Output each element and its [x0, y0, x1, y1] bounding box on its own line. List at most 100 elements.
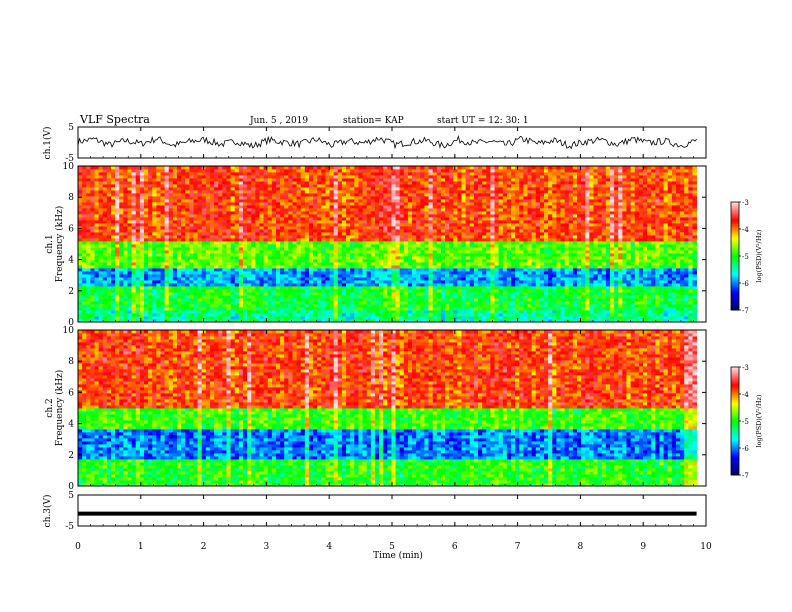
ch1-spectrogram-cell [556, 241, 561, 245]
ch1-spectrogram-cell [399, 307, 405, 311]
ch1-spectrogram-cell [300, 256, 306, 260]
ch1-spectrogram-cell [684, 280, 689, 284]
ch1-spectrogram-cell [539, 286, 545, 290]
ch1-spectrogram-cell [407, 316, 413, 320]
ch1-spectrogram-cell [647, 253, 652, 257]
ch1-spectrogram-cell [638, 223, 644, 227]
ch1-spectrogram-cell [251, 307, 256, 311]
ch1-spectrogram-cell [436, 247, 442, 251]
ch1-spectrogram-cell [564, 277, 570, 281]
ch1-spectrogram-cell [622, 307, 627, 311]
ch1-spectrogram-cell [428, 289, 434, 293]
ch1-spectrogram-cell [346, 259, 351, 263]
ch1-spectrogram-cell [98, 304, 104, 308]
ch1-spectrogram-cell [511, 283, 516, 287]
ch1-spectrogram-cell [98, 223, 104, 227]
ch1-spectrogram-cell [544, 286, 549, 290]
ch1-spectrogram-cell [143, 262, 149, 266]
ch1-spectrogram-cell [110, 232, 116, 236]
ch1-spectrogram-cell [102, 298, 108, 302]
ch1-spectrogram-cell [317, 250, 322, 254]
ch1-spectrogram-cell [354, 256, 359, 260]
ch1-voltage-ytick-label: -5 [65, 154, 74, 164]
ch1-spectrogram-cell [168, 262, 174, 266]
ch1-spectrogram-cell [576, 268, 582, 272]
ch1-spectrogram-cell [515, 286, 520, 290]
ch1-spectrogram-cell [308, 301, 314, 305]
ch1-spectrogram-cell [106, 295, 112, 299]
ch1-spectrogram-cell [473, 232, 479, 236]
ch1-spectrogram-cell [544, 238, 549, 242]
ch1-spectrogram-cell [395, 241, 401, 245]
ch1-spectrogram-cell [362, 304, 368, 308]
ch1-spectrogram-cell [647, 235, 652, 239]
ch1-spectrogram-cell [234, 307, 240, 311]
ch1-spectrogram-cell [634, 286, 640, 290]
ch1-spectrogram-cell [568, 304, 574, 308]
ch1-spectrogram-cell [568, 244, 574, 248]
ch1-spectrogram-cell [432, 316, 438, 320]
ch1-spectrogram-cell [102, 265, 108, 269]
ch1-spectrogram-cell [576, 244, 582, 248]
ch1-spectrogram-cell [605, 289, 611, 293]
ch1-spectrogram-cell [148, 262, 153, 266]
ch1-spectrogram-cell [659, 253, 664, 257]
ch1-spectrogram-cell [267, 244, 273, 248]
ch1-spectrogram-cell [630, 310, 636, 314]
ch1-spectrogram-cell [544, 271, 549, 275]
ch1-spectrogram-cell [152, 295, 157, 299]
ch1-spectrogram-cell [494, 250, 500, 254]
ch1-spectrogram-cell [531, 235, 537, 239]
ch1-spectrogram-cell [156, 241, 161, 245]
ch1-spectrogram-cell [82, 307, 87, 311]
ch1-spectrogram-cell [139, 220, 145, 224]
ch1-spectrogram-cell [329, 277, 335, 281]
ch1-spectrogram-cell [226, 250, 231, 254]
ch1-spectrogram-cell [622, 268, 627, 272]
ch1-spectrogram-cell [395, 259, 401, 263]
ch1-spectrogram-cell [346, 319, 351, 323]
ch1-spectrogram-cell [680, 295, 685, 299]
ch1-spectrogram-cell [675, 241, 681, 245]
ch1-spectrogram-cell [387, 226, 392, 230]
ch1-spectrogram-cell [432, 277, 438, 281]
ch1-spectrogram-cell [288, 253, 293, 257]
ch1-spectrogram-cell [176, 319, 182, 323]
ch1-spectrogram-cell [156, 250, 161, 254]
ch1-spectrogram-cell [251, 244, 256, 248]
ch1-spectrogram-cell [527, 286, 533, 290]
ch1-spectrogram-cell [333, 283, 339, 287]
ch1-spectrogram-cell [86, 253, 91, 257]
ch1-spectrogram-cell [428, 259, 434, 263]
ch1-spectrogram-cell [90, 247, 95, 251]
ch1-spectrogram-cell [461, 313, 467, 317]
ch1-spectrogram-cell [156, 253, 161, 257]
ch1-spectrogram-cell [127, 310, 133, 314]
ch1-spectrogram-cell [317, 286, 322, 290]
ch1-spectrogram-cell [226, 301, 231, 305]
ch1-spectrogram-cell [399, 241, 405, 245]
ch1-spectrogram-cell [350, 310, 355, 314]
ch1-spectrogram-cell [539, 253, 545, 257]
ch1-spectrogram-cell [218, 235, 223, 239]
ch1-spectrogram-cell [535, 307, 541, 311]
ch1-spectrogram-cell [449, 259, 454, 263]
ch1-spectrogram-cell [271, 316, 277, 320]
ch1-spectrogram-cell [560, 286, 566, 290]
ch1-spectrogram-cell [663, 277, 669, 281]
ch1-spectrogram-cell [226, 304, 231, 308]
ch1-spectrogram-cell [226, 238, 231, 242]
ch1-spectrogram-cell [296, 238, 302, 242]
ch1-spectrogram-cell [271, 292, 277, 296]
ch1-spectrogram-cell [618, 277, 623, 281]
ch1-spectrogram-cell [181, 241, 186, 245]
ch1-spectrogram-cell [209, 238, 215, 242]
ch1-spectrogram-cell [337, 286, 343, 290]
ch1-spectrogram-cell [634, 277, 640, 281]
ch1-spectrogram-cell [152, 262, 157, 266]
ch1-spectrogram-cell [688, 274, 693, 278]
ch1-spectrogram-cell [358, 250, 363, 254]
ch1-spectrogram-cell [123, 283, 128, 287]
ch1-spectrogram-cell [238, 238, 244, 242]
ch1-spectrogram-cell [106, 286, 112, 290]
